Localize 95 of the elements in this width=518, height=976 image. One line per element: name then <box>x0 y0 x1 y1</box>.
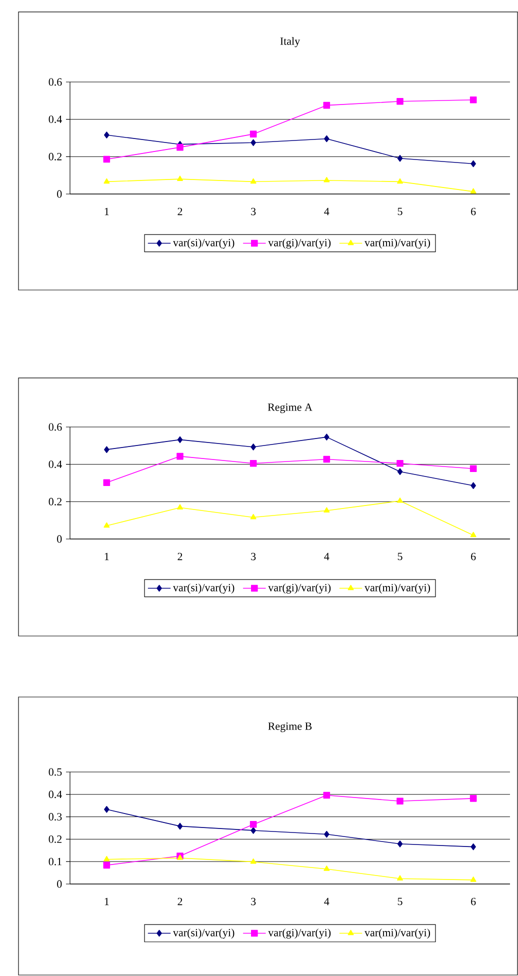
x-tick-label: 6 <box>471 208 476 216</box>
x-tick-label: 5 <box>398 552 402 560</box>
point <box>323 102 330 109</box>
point <box>397 498 403 503</box>
legend-label: var(gi)/var(yi) <box>268 584 331 594</box>
point <box>103 156 110 163</box>
y-tick-label: 0.2 <box>48 835 62 843</box>
x-tick-label: 6 <box>471 898 476 906</box>
point <box>250 139 256 146</box>
y-tick-label: 0.3 <box>48 813 62 821</box>
point <box>324 507 330 513</box>
x-tick-label: 4 <box>324 898 330 906</box>
point <box>324 866 330 871</box>
point <box>396 98 404 105</box>
point <box>250 858 256 864</box>
x-tick-label: 3 <box>251 208 256 216</box>
point <box>104 856 110 862</box>
point <box>250 444 256 450</box>
point <box>470 160 476 168</box>
point <box>324 830 330 838</box>
x-tick-label: 3 <box>251 552 256 560</box>
point <box>324 176 330 182</box>
point <box>103 479 110 486</box>
point <box>104 806 110 813</box>
point <box>177 436 183 444</box>
y-tick-label: 0.2 <box>48 498 62 506</box>
point <box>397 154 403 162</box>
y-tick-label: 0 <box>57 535 62 543</box>
x-tick-label: 6 <box>471 552 476 560</box>
point <box>470 532 476 538</box>
point <box>250 178 256 184</box>
y-tick-label: 0.1 <box>48 858 62 866</box>
x-tick-label: 1 <box>104 208 109 216</box>
point <box>176 144 184 151</box>
y-tick-label: 0.4 <box>48 116 62 124</box>
legend-label: var(gi)/var(yi) <box>268 928 331 939</box>
point <box>104 178 110 184</box>
point <box>104 132 110 138</box>
y-tick-label: 0.4 <box>48 790 62 798</box>
point <box>103 862 110 869</box>
point <box>397 875 403 881</box>
point <box>323 456 330 463</box>
chart-title: Regime B <box>268 722 312 732</box>
point <box>470 795 477 802</box>
point <box>104 522 110 528</box>
x-tick-label: 1 <box>104 898 109 906</box>
point <box>176 452 184 460</box>
legend-label: var(si)/var(yi) <box>172 584 234 594</box>
x-tick-label: 5 <box>398 898 402 906</box>
point <box>470 482 476 490</box>
point <box>250 514 256 520</box>
y-tick-label: 0.6 <box>48 78 62 86</box>
point <box>470 188 476 194</box>
chart-title: Italy <box>280 37 300 48</box>
point <box>470 465 477 472</box>
chart-title: Regime A <box>268 403 312 414</box>
legend-label: var(mi)/var(yi) <box>364 928 430 939</box>
x-tick-label: 3 <box>251 898 256 906</box>
point <box>177 504 183 510</box>
point <box>470 876 476 882</box>
legend-label: var(mi)/var(yi) <box>364 584 430 594</box>
x-tick-label: 4 <box>324 552 330 560</box>
point <box>104 446 110 453</box>
legend-label: var(si)/var(yi) <box>172 238 234 249</box>
point <box>396 798 404 805</box>
point <box>324 135 330 142</box>
y-tick-label: 0.4 <box>48 460 62 468</box>
y-tick-label: 0.6 <box>48 423 62 431</box>
point <box>250 460 257 467</box>
point <box>397 178 403 184</box>
x-tick-label: 4 <box>324 208 330 216</box>
point <box>470 96 477 104</box>
x-tick-label: 2 <box>178 898 182 906</box>
point <box>250 827 256 834</box>
x-tick-label: 2 <box>178 208 182 216</box>
point <box>470 843 476 850</box>
point <box>177 822 183 830</box>
y-tick-label: 0.2 <box>48 152 62 160</box>
point <box>323 792 330 799</box>
legend-label: var(si)/var(yi) <box>172 928 234 939</box>
point <box>324 434 330 440</box>
legend-label: var(mi)/var(yi) <box>364 238 430 249</box>
point <box>177 176 183 181</box>
point <box>396 460 404 467</box>
legend-label: var(gi)/var(yi) <box>268 238 331 249</box>
x-tick-label: 2 <box>178 552 182 560</box>
point <box>250 821 257 828</box>
y-tick-label: 0.5 <box>48 768 62 776</box>
x-tick-label: 5 <box>398 208 402 216</box>
x-tick-label: 1 <box>104 552 109 560</box>
y-tick-label: 0 <box>57 880 62 888</box>
y-tick-label: 0 <box>57 190 62 198</box>
point <box>397 468 403 476</box>
point <box>250 130 257 138</box>
point <box>397 840 403 848</box>
